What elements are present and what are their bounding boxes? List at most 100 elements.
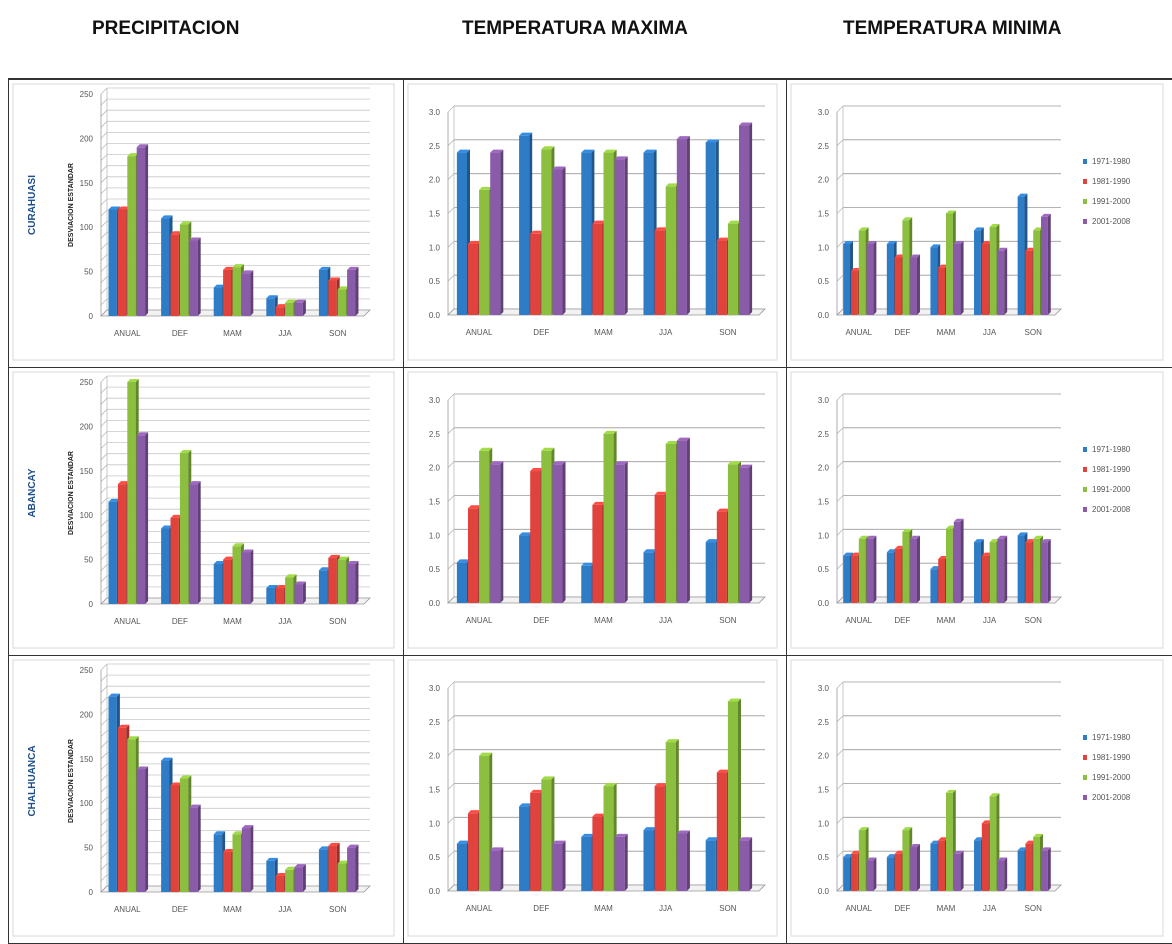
gridline-depth [447,817,455,824]
x-tick-label: DEF [172,905,188,914]
bar-top [1025,247,1036,251]
bar-top [479,447,493,451]
bar-front [541,779,552,891]
bar-top [266,585,278,589]
legend-swatch [1083,447,1087,452]
bar-side [749,122,753,316]
bar-front [318,849,328,892]
bar [676,437,690,603]
bar-front [676,139,687,315]
bar-front [581,152,592,315]
bar [294,299,306,316]
bar-top [530,789,544,793]
bar-front [643,552,654,603]
bar-front [665,186,676,315]
bar-front [654,230,665,315]
bar-top [318,567,331,571]
bar-front [161,760,170,892]
gridline-depth [100,730,108,737]
bar [997,535,1008,603]
y-tick-label: 100 [80,799,94,808]
bar-front [727,464,739,603]
bar-top [223,556,235,560]
bar-side [916,254,920,315]
chart-svg: 0.0 0.5 1.0 1.5 2.0 2.5 3.0 ANUAL DEF MAM JJA SON [407,371,778,649]
bar-front [910,847,917,891]
bar-front [894,853,902,891]
bar-top [930,840,941,844]
gridline-depth [100,741,108,748]
bar [1040,847,1051,891]
gridline-depth [100,154,108,161]
bar-front [858,230,866,315]
bar-front [866,243,874,315]
bar-front [858,830,866,891]
bar-top [665,739,679,743]
bar-top [843,854,854,858]
bar-side [873,240,877,315]
chart-svg: 0.0 0.5 1.0 1.5 2.0 2.5 3.0 ANUAL DEF MAM JJA SON 19… [790,371,1164,649]
bar-front [456,562,467,603]
legend-swatch [1083,219,1087,224]
gridline-depth [100,198,108,206]
bar [866,535,877,603]
bar-top [490,149,504,153]
bar-front [275,588,285,604]
gridline-depth [836,207,844,214]
bar-top [676,136,690,140]
bar-top [603,430,617,434]
bar-front [456,843,467,891]
bar-front [886,552,894,603]
y-tick-label: 0.5 [818,277,830,286]
bar [347,561,359,604]
gridline-depth [447,393,455,401]
y-tick-label: 3.0 [429,108,441,117]
bar-side [1047,847,1051,891]
bar [189,237,201,316]
bar-top [275,585,288,589]
bar-side [500,149,504,315]
x-tick-label: MAM [594,328,613,337]
bar-top [337,860,350,864]
gridline-depth [100,165,108,172]
gridline-depth [100,143,108,150]
bar-top [581,833,595,837]
y-tick-label: 0.5 [429,277,441,286]
bar-top [953,518,964,522]
bar-front [1033,538,1040,603]
bar-top [337,556,350,560]
x-tick-label: ANUAL [114,617,141,626]
bar-side [749,837,753,891]
bar-front [1040,216,1048,315]
bar [347,844,359,892]
bar-front [275,307,285,316]
bar-front [337,863,347,892]
x-tick-label: MAM [937,904,956,913]
bar-top [266,295,278,299]
gridline-depth [100,109,108,117]
bar-top [456,840,470,844]
bar-top [843,240,854,244]
bar-front [108,696,117,892]
bar-top [519,532,533,536]
bar-top [490,847,504,851]
bar-top [108,498,120,502]
x-tick-label: SON [1025,328,1043,337]
bar-top [1033,227,1043,231]
bar-side [355,561,359,604]
bar-top [189,804,201,808]
bar-side [250,270,254,316]
bar [676,136,690,315]
bar-front [337,559,347,604]
bar-top [930,566,941,570]
y-tick-label: 0.0 [818,599,830,608]
gridline-depth [100,265,108,272]
bar-top [989,539,1000,543]
bar-top [654,227,668,231]
bar-front [1017,196,1025,315]
bar-top [318,266,331,270]
bar-side [686,437,690,603]
y-axis-label: DESVIACION ESTANDAR [68,739,75,823]
bar-top [851,552,861,556]
chart-abancay-precipitacion: 0 50 100 150 200 250 ANUAL DEF MAM JJA SON DESVIACI… [9,368,404,656]
